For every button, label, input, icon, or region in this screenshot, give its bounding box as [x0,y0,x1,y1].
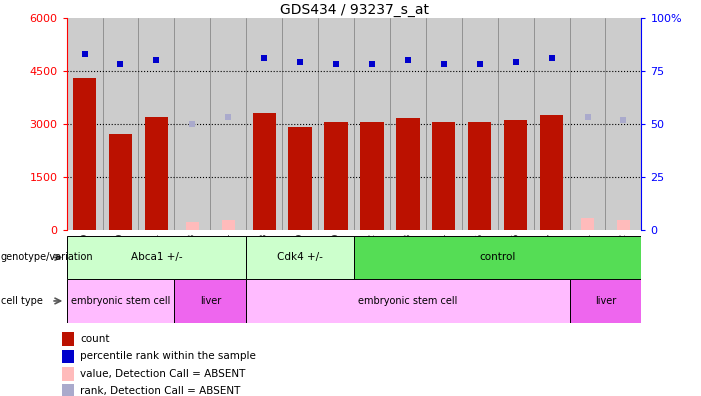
Text: count: count [80,334,109,344]
Bar [396,118,420,230]
Bar [617,221,630,230]
Bar [504,120,527,230]
Bar [109,134,132,230]
Text: control: control [479,252,516,263]
Bar [246,279,569,323]
Text: embryonic stem cell: embryonic stem cell [358,296,458,306]
Text: Abca1 +/-: Abca1 +/- [130,252,182,263]
Point [115,61,126,68]
Bar [62,384,74,396]
Bar [354,236,641,279]
Bar [246,236,354,279]
Bar [252,113,276,230]
Bar [569,279,641,323]
Bar [360,122,383,230]
Point [186,120,198,127]
Bar [288,127,312,230]
Bar [186,222,199,230]
Bar [432,122,456,230]
Point [438,61,449,68]
Text: rank, Detection Call = ABSENT: rank, Detection Call = ABSENT [80,386,240,396]
Bar [175,279,246,323]
Point [618,116,629,123]
Point [294,59,306,65]
Text: Cdk4 +/-: Cdk4 +/- [277,252,323,263]
Bar [67,236,246,279]
Point [79,51,90,57]
Bar [540,115,564,230]
Point [582,114,593,120]
Text: value, Detection Call = ABSENT: value, Detection Call = ABSENT [80,369,245,379]
Bar [62,332,74,346]
Bar [325,122,348,230]
Point [402,57,414,63]
Bar [581,218,594,230]
Point [510,59,522,65]
Text: embryonic stem cell: embryonic stem cell [71,296,170,306]
Point [546,55,557,61]
Bar [62,350,74,364]
Text: percentile rank within the sample: percentile rank within the sample [80,352,256,362]
Point [223,114,234,120]
Bar [144,117,168,230]
Text: genotype/variation: genotype/variation [1,252,93,263]
Point [330,61,341,68]
Point [151,57,162,63]
Title: GDS434 / 93237_s_at: GDS434 / 93237_s_at [280,3,428,17]
Text: liver: liver [200,296,221,306]
Text: cell type: cell type [1,296,43,306]
Bar [73,78,96,230]
Text: liver: liver [595,296,616,306]
Point [367,61,378,68]
Bar [67,279,175,323]
Bar [62,367,74,381]
Point [474,61,485,68]
Bar [222,221,235,230]
Bar [468,122,491,230]
Point [259,55,270,61]
